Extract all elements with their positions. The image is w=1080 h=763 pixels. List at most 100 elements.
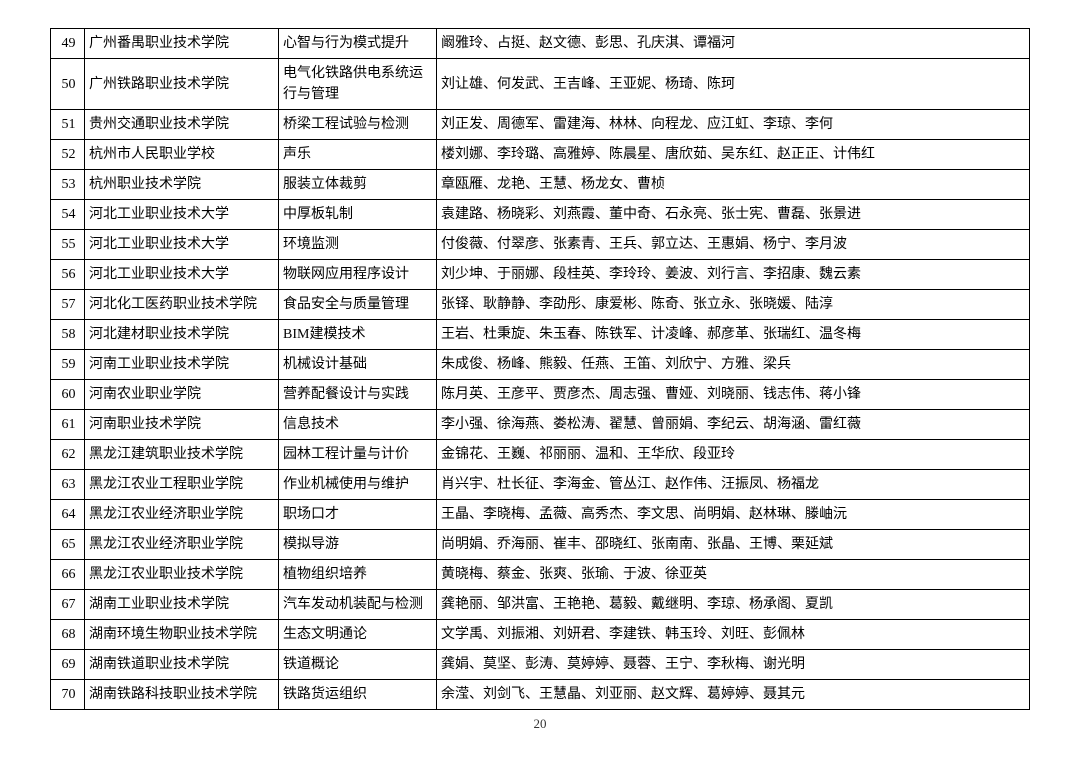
institution-cell: 黑龙江农业工程职业学院 — [85, 470, 279, 500]
table-row: 53杭州职业技术学院服装立体裁剪章瓯雁、龙艳、王慧、杨龙女、曹桢 — [51, 170, 1030, 200]
course-cell: 桥梁工程试验与检测 — [279, 110, 437, 140]
course-cell: 铁道概论 — [279, 650, 437, 680]
institution-cell: 杭州市人民职业学校 — [85, 140, 279, 170]
row-number: 61 — [51, 410, 85, 440]
people-cell: 付俊薇、付翠彦、张素青、王兵、郭立达、王惠娟、杨宁、李月波 — [437, 230, 1030, 260]
table-row: 65黑龙江农业经济职业学院模拟导游尚明娟、乔海丽、崔丰、邵晓红、张南南、张晶、王… — [51, 530, 1030, 560]
people-cell: 王晶、李晓梅、孟薇、高秀杰、李文思、尚明娟、赵林琳、滕岫沅 — [437, 500, 1030, 530]
institution-cell: 黑龙江农业经济职业学院 — [85, 500, 279, 530]
institution-cell: 河北工业职业技术大学 — [85, 230, 279, 260]
people-cell: 袁建路、杨晓彩、刘燕霞、董中奇、石永亮、张士宪、曹磊、张景进 — [437, 200, 1030, 230]
row-number: 56 — [51, 260, 85, 290]
institution-cell: 湖南工业职业技术学院 — [85, 590, 279, 620]
row-number: 49 — [51, 29, 85, 59]
row-number: 69 — [51, 650, 85, 680]
document-page: 49广州番禺职业技术学院心智与行为模式提升阚雅玲、占挺、赵文德、彭思、孔庆淇、谭… — [0, 0, 1080, 752]
row-number: 67 — [51, 590, 85, 620]
course-cell: 生态文明通论 — [279, 620, 437, 650]
course-cell: 环境监测 — [279, 230, 437, 260]
table-row: 51贵州交通职业技术学院桥梁工程试验与检测刘正发、周德军、雷建海、林林、向程龙、… — [51, 110, 1030, 140]
row-number: 59 — [51, 350, 85, 380]
course-cell: 营养配餐设计与实践 — [279, 380, 437, 410]
institution-cell: 河南工业职业技术学院 — [85, 350, 279, 380]
table-row: 59河南工业职业技术学院机械设计基础朱成俊、杨峰、熊毅、任燕、王笛、刘欣宁、方雅… — [51, 350, 1030, 380]
course-cell: 服装立体裁剪 — [279, 170, 437, 200]
people-cell: 肖兴宇、杜长征、李海金、管丛江、赵作伟、汪振凤、杨福龙 — [437, 470, 1030, 500]
table-row: 69湖南铁道职业技术学院铁道概论龚娟、莫坚、彭涛、莫婷婷、聂蓉、王宁、李秋梅、谢… — [51, 650, 1030, 680]
people-cell: 刘少坤、于丽娜、段桂英、李玲玲、姜波、刘行言、李招康、魏云素 — [437, 260, 1030, 290]
people-cell: 刘正发、周德军、雷建海、林林、向程龙、应江虹、李琼、李何 — [437, 110, 1030, 140]
table-row: 50广州铁路职业技术学院电气化铁路供电系统运行与管理刘让雄、何发武、王吉峰、王亚… — [51, 59, 1030, 110]
row-number: 50 — [51, 59, 85, 110]
people-cell: 李小强、徐海燕、娄松涛、翟慧、曾丽娟、李纪云、胡海涵、雷红薇 — [437, 410, 1030, 440]
people-cell: 余滢、刘剑飞、王慧晶、刘亚丽、赵文辉、葛婷婷、聂其元 — [437, 680, 1030, 710]
row-number: 62 — [51, 440, 85, 470]
course-cell: BIM建模技术 — [279, 320, 437, 350]
course-cell: 心智与行为模式提升 — [279, 29, 437, 59]
course-cell: 物联网应用程序设计 — [279, 260, 437, 290]
table-row: 70湖南铁路科技职业技术学院铁路货运组织余滢、刘剑飞、王慧晶、刘亚丽、赵文辉、葛… — [51, 680, 1030, 710]
row-number: 66 — [51, 560, 85, 590]
people-cell: 龚娟、莫坚、彭涛、莫婷婷、聂蓉、王宁、李秋梅、谢光明 — [437, 650, 1030, 680]
row-number: 52 — [51, 140, 85, 170]
table-row: 49广州番禺职业技术学院心智与行为模式提升阚雅玲、占挺、赵文德、彭思、孔庆淇、谭… — [51, 29, 1030, 59]
institution-cell: 河北工业职业技术大学 — [85, 200, 279, 230]
course-cell: 信息技术 — [279, 410, 437, 440]
data-table: 49广州番禺职业技术学院心智与行为模式提升阚雅玲、占挺、赵文德、彭思、孔庆淇、谭… — [50, 28, 1030, 710]
row-number: 64 — [51, 500, 85, 530]
people-cell: 文学禹、刘振湘、刘妍君、李建铁、韩玉玲、刘旺、彭佩林 — [437, 620, 1030, 650]
course-cell: 铁路货运组织 — [279, 680, 437, 710]
row-number: 51 — [51, 110, 85, 140]
course-cell: 电气化铁路供电系统运行与管理 — [279, 59, 437, 110]
row-number: 63 — [51, 470, 85, 500]
table-row: 58河北建材职业技术学院BIM建模技术王岩、杜秉旋、朱玉春、陈铁军、计凌峰、郝彦… — [51, 320, 1030, 350]
people-cell: 陈月英、王彦平、贾彦杰、周志强、曹娅、刘晓丽、钱志伟、蒋小锋 — [437, 380, 1030, 410]
course-cell: 食品安全与质量管理 — [279, 290, 437, 320]
institution-cell: 贵州交通职业技术学院 — [85, 110, 279, 140]
row-number: 68 — [51, 620, 85, 650]
course-cell: 汽车发动机装配与检测 — [279, 590, 437, 620]
table-row: 52杭州市人民职业学校声乐楼刘娜、李玲璐、高雅婷、陈晨星、唐欣茹、吴东红、赵正正… — [51, 140, 1030, 170]
table-row: 54河北工业职业技术大学中厚板轧制袁建路、杨晓彩、刘燕霞、董中奇、石永亮、张士宪… — [51, 200, 1030, 230]
people-cell: 王岩、杜秉旋、朱玉春、陈铁军、计凌峰、郝彦革、张瑞红、温冬梅 — [437, 320, 1030, 350]
table-row: 67湖南工业职业技术学院汽车发动机装配与检测龚艳丽、邹洪富、王艳艳、葛毅、戴继明… — [51, 590, 1030, 620]
institution-cell: 河北建材职业技术学院 — [85, 320, 279, 350]
people-cell: 张铎、耿静静、李劭彤、康爱彬、陈奇、张立永、张晓媛、陆淳 — [437, 290, 1030, 320]
table-row: 62黑龙江建筑职业技术学院园林工程计量与计价金锦花、王巍、祁丽丽、温和、王华欣、… — [51, 440, 1030, 470]
people-cell: 龚艳丽、邹洪富、王艳艳、葛毅、戴继明、李琼、杨承阁、夏凯 — [437, 590, 1030, 620]
table-row: 56河北工业职业技术大学物联网应用程序设计刘少坤、于丽娜、段桂英、李玲玲、姜波、… — [51, 260, 1030, 290]
institution-cell: 湖南环境生物职业技术学院 — [85, 620, 279, 650]
table-row: 68湖南环境生物职业技术学院生态文明通论文学禹、刘振湘、刘妍君、李建铁、韩玉玲、… — [51, 620, 1030, 650]
people-cell: 朱成俊、杨峰、熊毅、任燕、王笛、刘欣宁、方雅、梁兵 — [437, 350, 1030, 380]
institution-cell: 湖南铁道职业技术学院 — [85, 650, 279, 680]
people-cell: 章瓯雁、龙艳、王慧、杨龙女、曹桢 — [437, 170, 1030, 200]
row-number: 54 — [51, 200, 85, 230]
institution-cell: 广州铁路职业技术学院 — [85, 59, 279, 110]
page-number: 20 — [50, 716, 1030, 732]
institution-cell: 河北化工医药职业技术学院 — [85, 290, 279, 320]
table-row: 57河北化工医药职业技术学院食品安全与质量管理张铎、耿静静、李劭彤、康爱彬、陈奇… — [51, 290, 1030, 320]
people-cell: 刘让雄、何发武、王吉峰、王亚妮、杨琦、陈珂 — [437, 59, 1030, 110]
table-row: 60河南农业职业学院营养配餐设计与实践陈月英、王彦平、贾彦杰、周志强、曹娅、刘晓… — [51, 380, 1030, 410]
people-cell: 黄晓梅、蔡金、张爽、张瑜、于波、徐亚英 — [437, 560, 1030, 590]
people-cell: 阚雅玲、占挺、赵文德、彭思、孔庆淇、谭福河 — [437, 29, 1030, 59]
institution-cell: 河南农业职业学院 — [85, 380, 279, 410]
row-number: 65 — [51, 530, 85, 560]
course-cell: 声乐 — [279, 140, 437, 170]
people-cell: 楼刘娜、李玲璐、高雅婷、陈晨星、唐欣茹、吴东红、赵正正、计伟红 — [437, 140, 1030, 170]
table-row: 61河南职业技术学院信息技术李小强、徐海燕、娄松涛、翟慧、曾丽娟、李纪云、胡海涵… — [51, 410, 1030, 440]
table-row: 63黑龙江农业工程职业学院作业机械使用与维护肖兴宇、杜长征、李海金、管丛江、赵作… — [51, 470, 1030, 500]
course-cell: 园林工程计量与计价 — [279, 440, 437, 470]
institution-cell: 河南职业技术学院 — [85, 410, 279, 440]
people-cell: 金锦花、王巍、祁丽丽、温和、王华欣、段亚玲 — [437, 440, 1030, 470]
institution-cell: 广州番禺职业技术学院 — [85, 29, 279, 59]
table-row: 64黑龙江农业经济职业学院职场口才王晶、李晓梅、孟薇、高秀杰、李文思、尚明娟、赵… — [51, 500, 1030, 530]
row-number: 55 — [51, 230, 85, 260]
institution-cell: 黑龙江农业职业技术学院 — [85, 560, 279, 590]
row-number: 70 — [51, 680, 85, 710]
institution-cell: 湖南铁路科技职业技术学院 — [85, 680, 279, 710]
course-cell: 作业机械使用与维护 — [279, 470, 437, 500]
institution-cell: 黑龙江建筑职业技术学院 — [85, 440, 279, 470]
course-cell: 模拟导游 — [279, 530, 437, 560]
course-cell: 植物组织培养 — [279, 560, 437, 590]
